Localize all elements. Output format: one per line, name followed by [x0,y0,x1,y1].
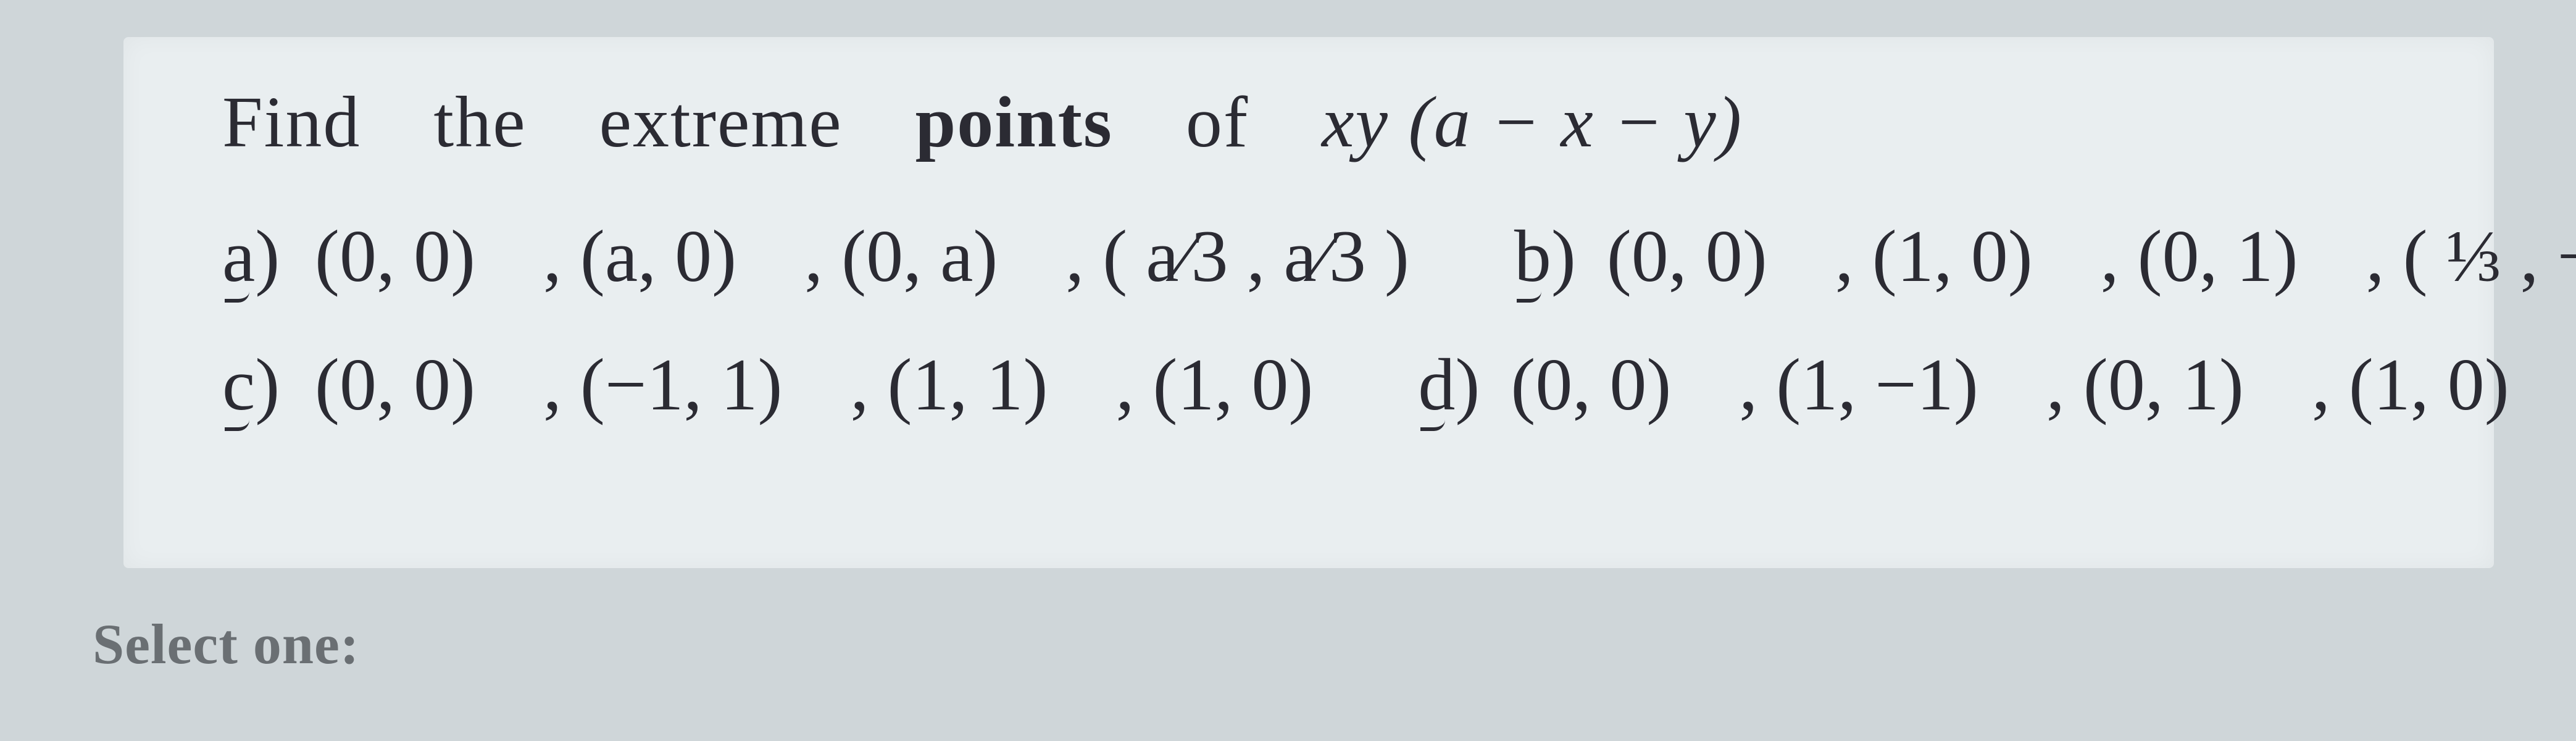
options-row-1: a) (0, 0) , (a, 0) , (0, a) , ( a⁄3 , a⁄… [222,214,2426,299]
option-a-tuple: (0, 0) [315,214,475,299]
word-of: of [1186,80,1249,164]
option-a-tuple: , (0, a) [804,214,998,299]
question-image-block: Find the extreme points of xy (a − x − y… [123,37,2494,568]
page: Find the extreme points of xy (a − x − y… [0,0,2576,741]
option-d-tuple: , (1, −1) [1739,342,1978,427]
option-a-tuple: , (a, 0) [543,214,736,299]
option-b-tuple: , ( ⅓ , −⅓ ) [2366,214,2576,299]
expression: xy (a − x − y) [1322,80,1743,164]
option-a-label: a) [222,214,278,299]
option-c-tuple: , (−1, 1) [543,342,783,427]
option-b-tuple: , (1, 0) [1835,214,2033,299]
word-extreme: extreme [599,80,843,164]
option-c-tuple: , (1, 1) [851,342,1048,427]
select-one-label: Select one: [93,611,2502,677]
word-the: the [433,80,526,164]
word-points: points [915,80,1113,164]
option-b-label: b) [1514,214,1570,299]
option-c-tuple: , (1, 0) [1115,342,1313,427]
option-d-tuple: (0, 0) [1511,342,1671,427]
question-prompt: Find the extreme points of xy (a − x − y… [222,80,2426,164]
option-a-tuple: , ( a⁄3 , a⁄3 ) [1065,214,1409,299]
word-find: Find [222,80,361,164]
option-b-tuple: (0, 0) [1607,214,1767,299]
options-row-2: c) (0, 0) , (−1, 1) , (1, 1) , (1, 0) d)… [222,342,2426,427]
option-c-label: c) [222,342,278,427]
option-d-tuple: , (0, 1) [2046,342,2244,427]
option-c-tuple: (0, 0) [315,342,475,427]
option-d-label: d) [1418,342,1473,427]
option-b-tuple: , (0, 1) [2101,214,2298,299]
option-d-tuple: , (1, 0) [2312,342,2509,427]
